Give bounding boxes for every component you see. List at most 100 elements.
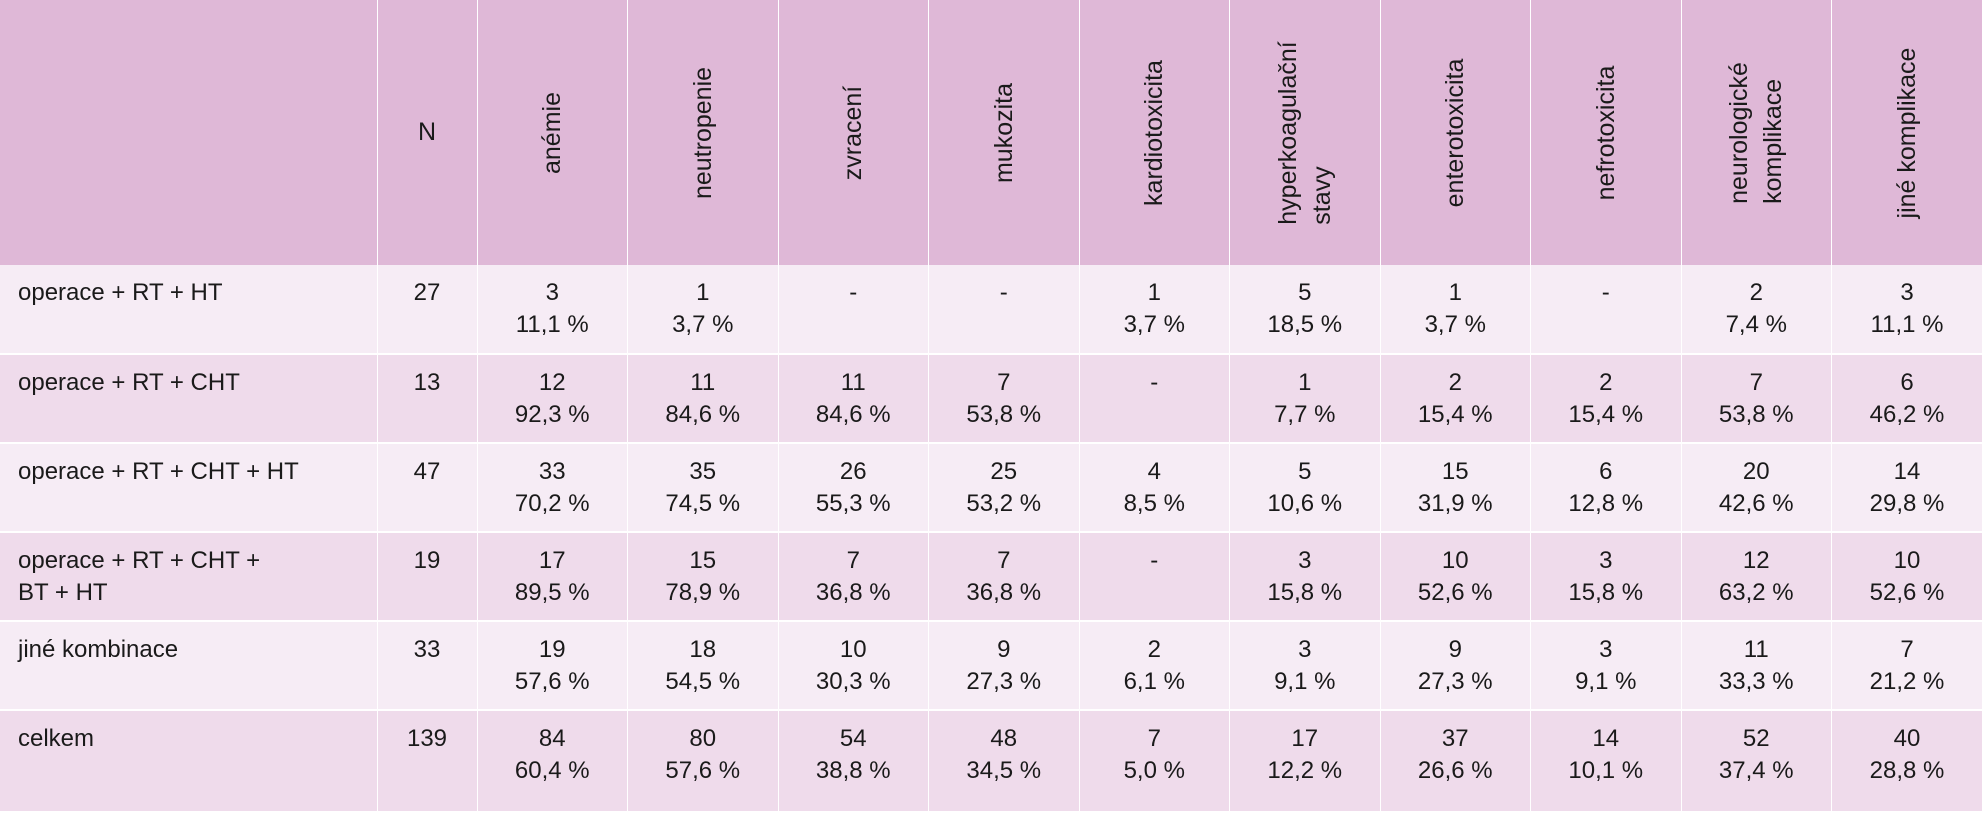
row-n-value: 19 (377, 532, 477, 621)
column-header-line: neurologické (1722, 62, 1756, 204)
cell-percent: 54,5 % (628, 666, 778, 698)
cell-percent: 36,8 % (779, 577, 929, 609)
cell-percent: 33,3 % (1682, 666, 1832, 698)
column-header-line: kardiotoxicita (1137, 60, 1171, 206)
cell-percent: 26,6 % (1381, 755, 1531, 787)
cell-percent: 27,3 % (929, 666, 1079, 698)
cell-percent: 7,4 % (1682, 309, 1832, 341)
cell-percent: 15,4 % (1381, 399, 1531, 431)
cell-count: 10 (779, 634, 929, 666)
cell-percent: 15,4 % (1531, 399, 1681, 431)
cell-count: - (1080, 545, 1230, 577)
cell-count: 11 (779, 367, 929, 399)
column-header-text: zvracení (836, 85, 870, 179)
cell-percent: 29,8 % (1832, 488, 1982, 520)
cell-count: 3 (1531, 634, 1681, 666)
cell-percent: 11,1 % (478, 309, 628, 341)
cell-count: 6 (1832, 367, 1982, 399)
cell-percent: 11,1 % (1832, 309, 1982, 341)
cell-count: 52 (1682, 723, 1832, 755)
cell-count: 7 (1080, 723, 1230, 755)
column-header-text: neutropenie (686, 66, 720, 198)
cell-count: 4 (1080, 456, 1230, 488)
cell-count: 2 (1531, 367, 1681, 399)
cell-count: 7 (929, 545, 1079, 577)
cell-count: 3 (1230, 545, 1380, 577)
cell-percent: 38,8 % (779, 755, 929, 787)
cell-count: 1 (1080, 277, 1230, 309)
cell-count: 15 (1381, 456, 1531, 488)
column-header: jiné komplikace (1832, 0, 1982, 265)
cell-percent: 53,2 % (929, 488, 1079, 520)
cell-count: 7 (779, 545, 929, 577)
cell-count: 80 (628, 723, 778, 755)
cell-percent: 9,1 % (1230, 666, 1380, 698)
cell-percent: 10,6 % (1230, 488, 1380, 520)
table-cell: - (778, 265, 929, 354)
cell-count: 9 (1381, 634, 1531, 666)
column-header-line: nefrotoxicita (1589, 65, 1623, 200)
column-header-text: mukozita (987, 82, 1021, 182)
cell-count: 54 (779, 723, 929, 755)
row-label: operace + RT + HT (0, 265, 377, 354)
cell-count: 2 (1381, 367, 1531, 399)
cell-percent: 36,8 % (929, 577, 1079, 609)
cell-count: 11 (628, 367, 778, 399)
cell-percent: 12,2 % (1230, 755, 1380, 787)
column-header-line: anémie (535, 92, 569, 174)
cell-count: 18 (628, 634, 778, 666)
cell-percent: 21,2 % (1832, 666, 1982, 698)
cell-percent: 3,7 % (1080, 309, 1230, 341)
row-label-line: celkem (18, 723, 367, 755)
cell-percent: 42,6 % (1682, 488, 1832, 520)
header-corner (0, 0, 377, 265)
cell-percent: 18,5 % (1230, 309, 1380, 341)
row-label: jiné kombinace (0, 621, 377, 710)
row-label: operace + RT + CHT +BT + HT (0, 532, 377, 621)
row-label-line: operace + RT + CHT (18, 367, 367, 399)
row-label-line: operace + RT + CHT + HT (18, 456, 367, 488)
cell-count: 25 (929, 456, 1079, 488)
cell-percent: 60,4 % (478, 755, 628, 787)
cell-count: 3 (1832, 277, 1982, 309)
row-label-line: operace + RT + HT (18, 277, 367, 309)
